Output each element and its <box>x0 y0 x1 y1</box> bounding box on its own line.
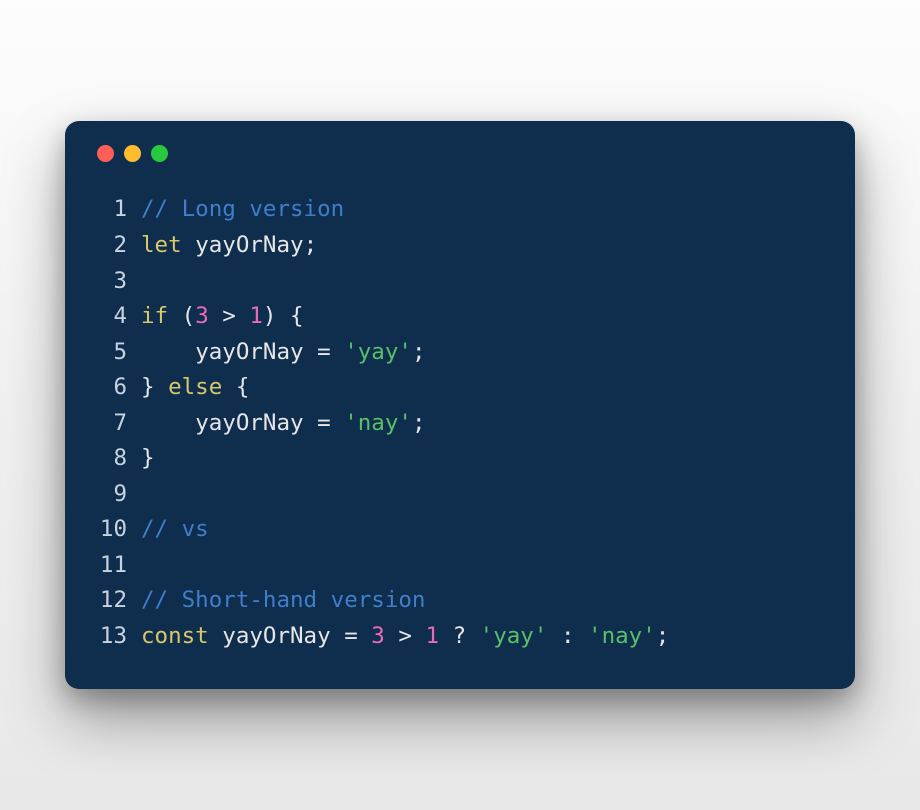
token-punct <box>439 623 453 649</box>
token-ident: yayOrNay <box>195 339 303 365</box>
token-punct <box>547 623 561 649</box>
code-line: 11 <box>93 548 827 584</box>
line-number: 13 <box>93 619 141 655</box>
token-number: 1 <box>249 303 263 329</box>
line-number: 10 <box>93 512 141 548</box>
token-keyword: const <box>141 623 209 649</box>
line-number: 8 <box>93 441 141 477</box>
code-line: 9 <box>93 477 827 513</box>
code-line: 3 <box>93 264 827 300</box>
token-punct <box>236 303 250 329</box>
token-op: > <box>222 303 236 329</box>
code-line: 7 yayOrNay = 'nay'; <box>93 406 827 442</box>
token-string: 'nay' <box>344 410 412 436</box>
token-ident: yayOrNay <box>195 232 303 258</box>
token-punct <box>331 623 345 649</box>
line-number: 1 <box>93 192 141 228</box>
token-op: ? <box>453 623 467 649</box>
token-string: 'nay' <box>588 623 656 649</box>
token-punct: ; <box>304 232 318 258</box>
token-comment: // Long version <box>141 196 344 222</box>
token-number: 1 <box>425 623 439 649</box>
line-number: 2 <box>93 228 141 264</box>
line-number: 7 <box>93 406 141 442</box>
maximize-icon[interactable] <box>151 145 168 162</box>
token-punct <box>304 410 318 436</box>
token-op: = <box>317 339 331 365</box>
code-line: 6} else { <box>93 370 827 406</box>
code-line: 13const yayOrNay = 3 > 1 ? 'yay' : 'nay'… <box>93 619 827 655</box>
token-punct: } <box>141 445 155 471</box>
token-punct: ) { <box>263 303 304 329</box>
line-number: 11 <box>93 548 141 584</box>
line-content: yayOrNay = 'nay'; <box>141 406 425 442</box>
token-punct <box>385 623 399 649</box>
token-comment: // Short-hand version <box>141 587 425 613</box>
token-punct <box>209 303 223 329</box>
token-number: 3 <box>371 623 385 649</box>
line-content: yayOrNay = 'yay'; <box>141 335 425 371</box>
token-op: > <box>398 623 412 649</box>
code-line: 5 yayOrNay = 'yay'; <box>93 335 827 371</box>
line-number: 9 <box>93 477 141 513</box>
code-line: 4if (3 > 1) { <box>93 299 827 335</box>
token-punct <box>141 410 195 436</box>
token-punct <box>575 623 589 649</box>
line-number: 12 <box>93 583 141 619</box>
line-number: 3 <box>93 264 141 300</box>
token-op: : <box>561 623 575 649</box>
line-content: } else { <box>141 370 249 406</box>
token-punct: ; <box>412 339 426 365</box>
token-punct <box>209 623 223 649</box>
line-content: // vs <box>141 512 209 548</box>
code-window: 1// Long version2let yayOrNay;34if (3 > … <box>65 121 855 688</box>
token-ident: yayOrNay <box>222 623 330 649</box>
token-punct <box>182 232 196 258</box>
token-punct <box>331 410 345 436</box>
line-number: 4 <box>93 299 141 335</box>
line-content: const yayOrNay = 3 > 1 ? 'yay' : 'nay'; <box>141 619 669 655</box>
token-punct: ; <box>412 410 426 436</box>
line-content: } <box>141 441 155 477</box>
token-op: = <box>317 410 331 436</box>
token-punct: } <box>141 374 168 400</box>
code-line: 1// Long version <box>93 192 827 228</box>
token-keyword: if <box>141 303 168 329</box>
traffic-lights <box>97 145 827 162</box>
line-content: let yayOrNay; <box>141 228 317 264</box>
code-block: 1// Long version2let yayOrNay;34if (3 > … <box>93 192 827 654</box>
token-string: 'yay' <box>344 339 412 365</box>
minimize-icon[interactable] <box>124 145 141 162</box>
token-comment: // vs <box>141 516 209 542</box>
line-number: 5 <box>93 335 141 371</box>
code-line: 12// Short-hand version <box>93 583 827 619</box>
line-content: if (3 > 1) { <box>141 299 304 335</box>
token-punct: { <box>222 374 249 400</box>
code-line: 8} <box>93 441 827 477</box>
token-op: = <box>344 623 358 649</box>
token-punct <box>304 339 318 365</box>
token-number: 3 <box>195 303 209 329</box>
code-line: 10// vs <box>93 512 827 548</box>
token-punct: ( <box>168 303 195 329</box>
line-number: 6 <box>93 370 141 406</box>
code-line: 2let yayOrNay; <box>93 228 827 264</box>
token-punct <box>141 339 195 365</box>
token-punct <box>331 339 345 365</box>
token-punct: ; <box>656 623 670 649</box>
close-icon[interactable] <box>97 145 114 162</box>
token-string: 'yay' <box>480 623 548 649</box>
token-keyword: else <box>168 374 222 400</box>
token-ident: yayOrNay <box>195 410 303 436</box>
token-keyword: let <box>141 232 182 258</box>
token-punct <box>358 623 372 649</box>
line-content: // Short-hand version <box>141 583 425 619</box>
line-content: // Long version <box>141 192 344 228</box>
token-punct <box>412 623 426 649</box>
token-punct <box>466 623 480 649</box>
